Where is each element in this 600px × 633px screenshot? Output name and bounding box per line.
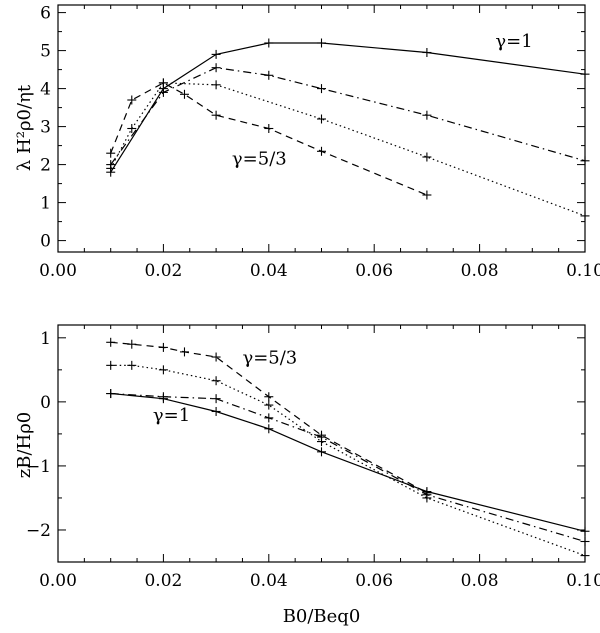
x-tick-label: 0.00 (39, 261, 77, 281)
data-point (422, 190, 432, 200)
data-point (211, 406, 221, 416)
data-point (106, 360, 116, 370)
y-tick-label: −1 (26, 457, 51, 477)
data-point (211, 110, 221, 120)
data-point (422, 152, 432, 162)
data-point (317, 430, 326, 440)
series-line-dashed (110, 341, 428, 494)
annotation-label: γ=1 (495, 31, 532, 52)
data-point (264, 413, 274, 423)
x-tick-label: 0.06 (355, 571, 393, 591)
data-point (106, 337, 116, 347)
data-point (158, 78, 168, 88)
x-tick-label: 0.10 (566, 261, 600, 281)
data-point (127, 339, 137, 349)
data-point (422, 488, 432, 498)
data-point (158, 392, 168, 402)
x-tick-label: 0.04 (250, 261, 288, 281)
series-line-dotted (110, 364, 586, 557)
x-tick-label: 0.10 (566, 571, 600, 591)
top-panel: 0.00 0.02 0.04 0.06 0.08 0.10 0 1 2 3 4 5 6 γ=1 γ=5/3 λ… (14, 4, 600, 281)
data-point (106, 389, 116, 399)
data-point (158, 365, 168, 375)
y-axis-label: zB/Hρ0 (14, 412, 35, 479)
data-point (264, 124, 274, 133)
annotation-label: γ=1 (153, 405, 190, 426)
data-point (211, 80, 221, 90)
y-tick-label: 6 (40, 4, 51, 24)
data-point (211, 352, 221, 362)
y-tick-label: −2 (26, 521, 51, 541)
data-point (264, 70, 274, 80)
data-point (264, 400, 274, 410)
x-axis-label: B0/Beq0 (283, 606, 361, 627)
data-point (580, 156, 590, 166)
data-point (264, 424, 274, 434)
x-tick-label: 0.06 (355, 261, 393, 281)
y-tick-label: 4 (40, 80, 51, 100)
data-point (179, 89, 189, 99)
data-point (580, 537, 590, 547)
data-point (317, 146, 326, 156)
bottom-panel: 0.00 0.02 0.04 0.06 0.08 0.10 −2 −1 0 1 γ=5/3 γ=1 zB… (14, 324, 600, 627)
data-point (580, 526, 590, 536)
y-tick-label: 0 (40, 232, 51, 252)
y-tick-label: 0 (40, 393, 51, 413)
data-point (211, 376, 221, 386)
y-axis-label: λ H²ρ0/ηt (14, 84, 35, 171)
data-point (158, 342, 168, 352)
data-point (127, 124, 137, 133)
annotation-label: γ=5/3 (232, 149, 287, 170)
annotation-label: γ=5/3 (242, 347, 297, 368)
data-point (211, 63, 221, 73)
y-tick-label: 1 (40, 194, 51, 214)
data-point (580, 551, 590, 561)
data-point (211, 394, 221, 404)
y-tick-label: 5 (40, 42, 51, 62)
data-point (317, 114, 326, 124)
x-tick-label: 0.00 (39, 571, 77, 591)
data-point (422, 48, 432, 57)
data-point (127, 360, 137, 370)
series-line-solid (110, 42, 586, 173)
data-point (264, 392, 274, 402)
data-point (264, 38, 274, 48)
y-tick-label: 1 (40, 329, 51, 349)
y-tick-label: 3 (40, 118, 51, 138)
x-tick-label: 0.02 (144, 571, 182, 591)
x-tick-label: 0.04 (250, 571, 288, 591)
series-line-dotted (110, 82, 586, 217)
data-point (106, 163, 116, 173)
x-tick-label: 0.08 (461, 571, 499, 591)
data-point (211, 49, 221, 59)
data-point (580, 211, 590, 221)
data-point (317, 84, 326, 94)
data-point (580, 69, 590, 79)
series-line-dashdot (110, 67, 586, 165)
data-point (127, 95, 137, 105)
x-tick-label: 0.08 (461, 261, 499, 281)
data-point (158, 87, 168, 97)
data-point (317, 447, 326, 457)
data-point (317, 38, 326, 48)
data-point (106, 148, 116, 158)
y-tick-label: 2 (40, 156, 51, 176)
data-point (179, 347, 189, 357)
data-point (422, 110, 432, 120)
series-line-dashed (110, 82, 428, 196)
x-tick-label: 0.02 (144, 261, 182, 281)
